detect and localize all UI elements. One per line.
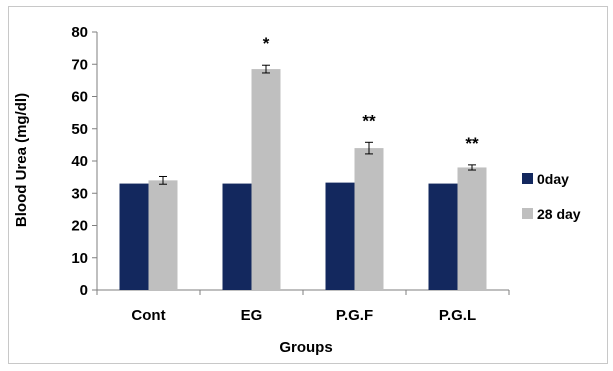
- x-tick-label: P.G.F: [336, 307, 373, 324]
- x-tick-label: Cont: [131, 307, 165, 324]
- bar-0day-Cont: [119, 183, 149, 290]
- bar-28-day-P.G.L: [457, 167, 487, 290]
- legend-label: 0day: [537, 171, 569, 187]
- y-tick-label: 50: [71, 121, 88, 138]
- bar-28-day-EG: [251, 69, 281, 291]
- bar-0day-P.G.L: [428, 183, 458, 290]
- significance-marker: *: [263, 34, 270, 53]
- bar-0day-P.G.F: [325, 182, 355, 290]
- bar-28-day-P.G.F: [354, 148, 384, 290]
- significance-marker: **: [362, 111, 376, 130]
- y-tick-label: 70: [71, 56, 88, 73]
- x-tick-label: EG: [241, 307, 263, 324]
- y-axis-title: Blood Urea (mg/dl): [13, 93, 30, 227]
- y-tick-label: 40: [71, 153, 88, 170]
- legend-swatch-0day: [522, 173, 533, 184]
- x-tick-label: P.G.L: [439, 307, 476, 324]
- legend: 0day 28 day: [522, 171, 581, 222]
- y-tick-label: 30: [71, 185, 88, 202]
- bars: [119, 69, 487, 291]
- y-tick-label: 80: [71, 24, 88, 41]
- x-axis: Cont EG P.G.F P.G.L: [96, 289, 510, 324]
- bar-28-day-Cont: [148, 180, 178, 290]
- bar-0day-EG: [222, 183, 252, 290]
- y-tick-label: 60: [71, 89, 88, 106]
- y-tick-label: 10: [71, 250, 88, 267]
- legend-swatch-28-day: [522, 208, 533, 219]
- x-axis-title: Groups: [279, 339, 332, 356]
- y-axis: 0 10 20 30 40 50 60 70 80: [71, 24, 98, 299]
- y-tick-label: 20: [71, 218, 88, 235]
- significance-markers: *****: [263, 34, 479, 153]
- significance-marker: **: [465, 134, 479, 153]
- error-bars: [159, 64, 476, 185]
- chart-frame: [8, 6, 608, 364]
- legend-label: 28 day: [537, 206, 581, 222]
- y-tick-label: 0: [80, 282, 88, 299]
